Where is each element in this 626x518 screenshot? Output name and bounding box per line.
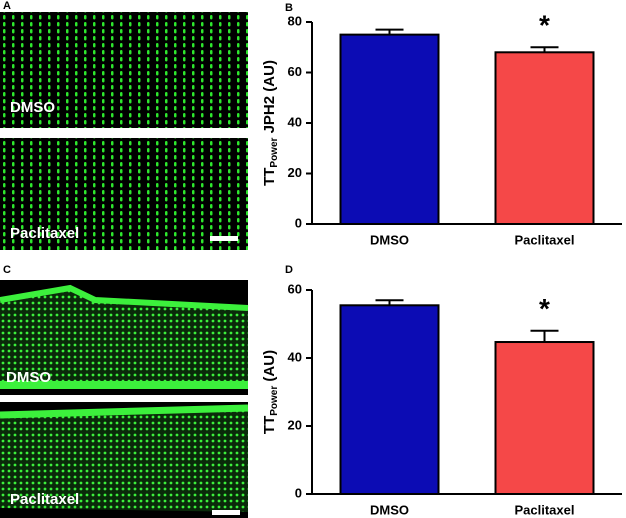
y-tick-label: 40	[288, 349, 302, 364]
error-bar	[530, 329, 559, 343]
y-tick-label: 40	[288, 114, 302, 129]
y-tick-label: 60	[288, 64, 302, 79]
cell	[0, 408, 248, 512]
y-label-base: TT	[261, 168, 278, 186]
x-tick-label: Paclitaxel	[515, 232, 575, 247]
y-tick-label: 0	[295, 215, 302, 230]
error-bar	[375, 299, 404, 306]
panel-label: C	[3, 264, 11, 276]
cell	[0, 288, 248, 385]
y-tick-label: 0	[295, 485, 302, 500]
y-axis-label: TTPower JPH2 (AU)	[261, 60, 280, 186]
cell-edge	[0, 284, 249, 311]
micrographs	[0, 12, 249, 518]
image-label: DMSO	[10, 99, 55, 116]
y-tick-label: 20	[288, 165, 302, 180]
y-label-rest: JPH2 (AU)	[261, 60, 278, 138]
y-tick-label: 60	[288, 281, 302, 296]
y-tick-label: 20	[288, 417, 302, 432]
image-label: Paclitaxel	[10, 491, 79, 508]
bar	[339, 304, 440, 495]
x-tick-label: Paclitaxel	[515, 502, 575, 517]
significance: *	[539, 10, 550, 41]
panel-label: D	[285, 264, 293, 276]
image-label: DMSO	[6, 369, 51, 386]
y-axis-label: TTPower (AU)	[261, 350, 280, 434]
image-label: Paclitaxel	[10, 225, 79, 242]
bar	[494, 51, 595, 225]
x-tick-label: DMSO	[370, 502, 409, 517]
y-tick-label: 80	[288, 13, 302, 28]
bar	[494, 341, 595, 495]
y-label-sub: Power	[269, 137, 280, 167]
panel-label: A	[3, 0, 11, 12]
scale-bar	[212, 510, 240, 515]
image	[0, 138, 248, 250]
y-label-base: TT	[261, 416, 278, 434]
x-tick-label: DMSO	[370, 232, 409, 247]
error-bar	[375, 28, 404, 35]
error-bar	[530, 46, 559, 53]
significance: *	[539, 293, 550, 324]
y-label-sub: Power	[269, 386, 280, 416]
image	[0, 12, 248, 128]
panel-label: B	[285, 2, 293, 14]
y-label-rest: (AU)	[261, 350, 278, 386]
cell-edge	[0, 404, 249, 419]
scale-bar	[210, 236, 238, 241]
bar	[339, 33, 440, 225]
